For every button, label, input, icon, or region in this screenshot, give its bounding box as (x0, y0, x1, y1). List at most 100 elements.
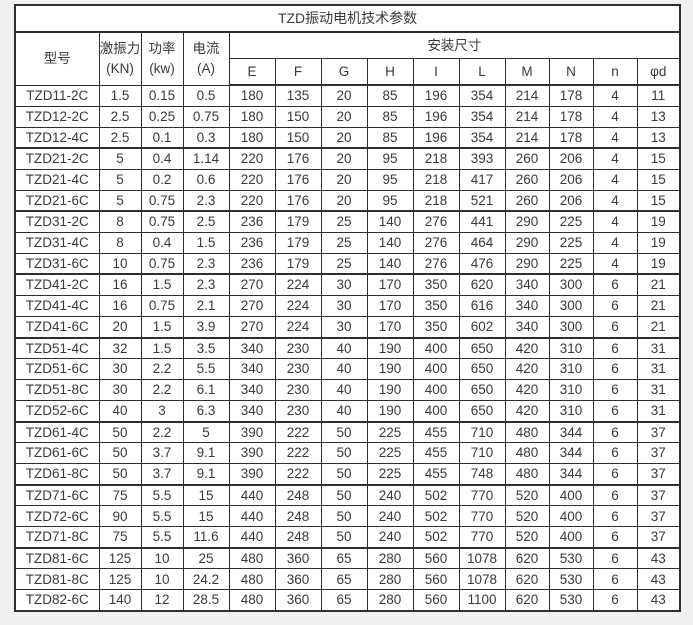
value-cell: 4 (592, 84, 638, 107)
value-cell: 6 (592, 336, 638, 360)
value-cell: 0.3 (182, 126, 230, 150)
value-cell: 196 (412, 105, 460, 128)
value-cell: 3.5 (182, 336, 230, 360)
value-cell: 140 (98, 589, 142, 612)
value-cell: 176 (274, 168, 322, 191)
value-cell: 214 (504, 126, 550, 150)
value-cell: 502 (412, 484, 460, 507)
value-cell: 224 (274, 294, 322, 317)
value-cell: 480 (228, 589, 276, 612)
value-cell: 40 (98, 400, 142, 423)
model-cell: TZD41-2C (14, 273, 100, 296)
value-cell: 276 (412, 252, 460, 276)
value-cell: 2.3 (182, 273, 230, 296)
value-cell: 650 (458, 400, 506, 423)
value-cell: 15 (636, 189, 681, 213)
value-cell: 190 (366, 379, 414, 402)
value-cell: 354 (458, 84, 506, 107)
value-cell: 180 (228, 105, 276, 128)
value-cell: 2.3 (182, 252, 230, 276)
value-cell: 260 (504, 168, 550, 191)
value-cell: 480 (228, 547, 276, 570)
value-cell: 50 (320, 484, 368, 507)
value-cell: 178 (548, 105, 594, 128)
value-cell: 440 (228, 526, 276, 549)
table-row: TZD71-6C 75 5.5 15 440 248 50 240 502 770 520 400 6 3… (14, 484, 681, 507)
col-header-mounting: 安装尺寸 (228, 31, 681, 59)
value-cell: 40 (320, 358, 368, 381)
value-cell: 4 (592, 105, 638, 128)
value-cell: 441 (458, 210, 506, 233)
value-cell: 37 (636, 421, 681, 444)
value-cell: 225 (366, 463, 414, 486)
value-cell: 620 (504, 547, 550, 570)
value-cell: 290 (504, 252, 550, 276)
value-cell: 11 (636, 84, 681, 107)
table-row: TZD81-8C 125 10 24.2 480 360 65 280 560 1078 620 53… (14, 568, 681, 591)
value-cell: 50 (98, 463, 142, 486)
value-cell: 4 (592, 231, 638, 254)
value-cell: 12 (140, 589, 184, 612)
table-body: TZD11-2C 1.5 0.15 0.5 180 135 20 85 196 354 214 178… (14, 84, 681, 612)
value-cell: 560 (412, 547, 460, 570)
value-cell: 0.25 (140, 105, 184, 128)
value-cell: 30 (320, 273, 368, 296)
model-cell: TZD82-6C (14, 589, 100, 612)
value-cell: 2.5 (98, 126, 142, 150)
value-cell: 95 (366, 189, 414, 213)
value-cell: 225 (366, 421, 414, 444)
value-cell: 20 (320, 126, 368, 150)
value-cell: 220 (228, 189, 276, 213)
value-cell: 222 (274, 463, 322, 486)
col-header-dim-I: I (412, 58, 460, 86)
value-cell: 344 (548, 421, 594, 444)
value-cell: 0.4 (140, 231, 184, 254)
col-header-dim-L: L (458, 58, 506, 86)
value-cell: 0.75 (140, 189, 184, 213)
value-cell: 240 (366, 526, 414, 549)
value-cell: 310 (548, 379, 594, 402)
value-cell: 520 (504, 526, 550, 549)
value-cell: 530 (548, 568, 594, 591)
value-cell: 340 (504, 315, 550, 339)
value-cell: 770 (458, 526, 506, 549)
value-cell: 10 (140, 568, 184, 591)
value-cell: 150 (274, 126, 322, 150)
value-cell: 220 (228, 168, 276, 191)
model-cell: TZD61-4C (14, 421, 100, 444)
value-cell: 6 (592, 442, 638, 465)
value-cell: 170 (366, 273, 414, 296)
value-cell: 6 (592, 315, 638, 339)
value-cell: 1078 (458, 547, 506, 570)
value-cell: 248 (274, 526, 322, 549)
value-cell: 770 (458, 484, 506, 507)
value-cell: 236 (228, 210, 276, 233)
value-cell: 455 (412, 463, 460, 486)
value-cell: 520 (504, 484, 550, 507)
value-cell: 19 (636, 231, 681, 254)
value-cell: 4 (592, 147, 638, 170)
value-cell: 19 (636, 210, 681, 233)
table-header: TZD振动电机技术参数 型号 激振力 (KN) 功率 (kw) 电流 (A) 安… (14, 4, 681, 86)
value-cell: 280 (366, 589, 414, 612)
value-cell: 3.7 (140, 463, 184, 486)
value-cell: 616 (458, 294, 506, 317)
value-cell: 417 (458, 168, 506, 191)
value-cell: 75 (98, 526, 142, 549)
table-row: TZD41-6C 20 1.5 3.9 270 224 30 170 350 602 340 300 6… (14, 315, 681, 339)
value-cell: 400 (412, 336, 460, 360)
value-cell: 5.5 (140, 505, 184, 528)
model-cell: TZD61-6C (14, 442, 100, 465)
value-cell: 248 (274, 484, 322, 507)
value-cell: 464 (458, 231, 506, 254)
value-cell: 32 (98, 336, 142, 360)
value-cell: 150 (274, 105, 322, 128)
value-cell: 50 (320, 442, 368, 465)
value-cell: 8 (98, 210, 142, 233)
value-cell: 230 (274, 336, 322, 360)
value-cell: 90 (98, 505, 142, 528)
value-cell: 770 (458, 505, 506, 528)
value-cell: 400 (548, 484, 594, 507)
value-cell: 21 (636, 315, 681, 339)
col-header-current: 电流 (A) (182, 31, 230, 86)
